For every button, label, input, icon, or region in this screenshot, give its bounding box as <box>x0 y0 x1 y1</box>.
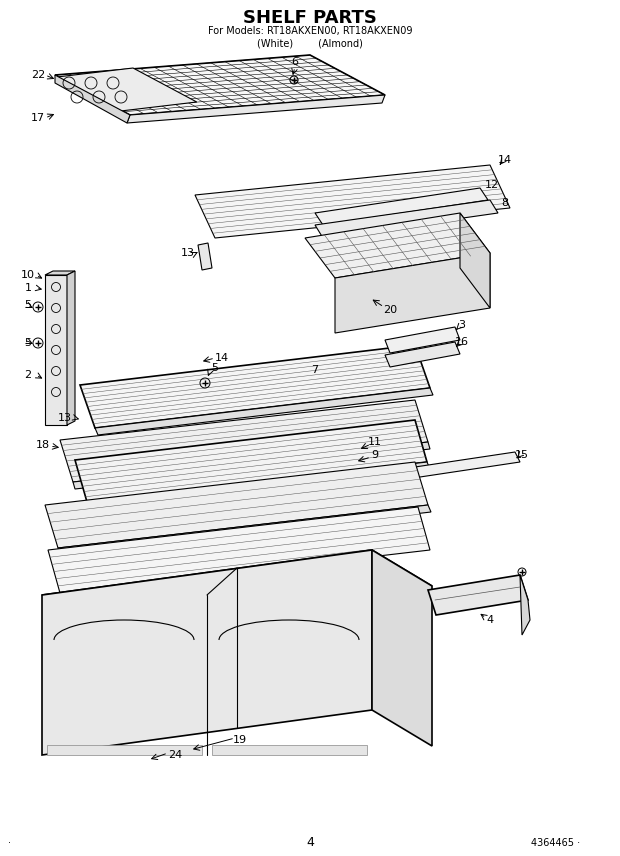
Polygon shape <box>195 165 510 238</box>
Text: 4: 4 <box>306 836 314 849</box>
Text: 4364465 ·: 4364465 · <box>531 838 580 848</box>
Polygon shape <box>58 505 431 555</box>
Text: 6: 6 <box>291 57 298 67</box>
Polygon shape <box>428 575 528 615</box>
Polygon shape <box>45 275 67 425</box>
Polygon shape <box>47 745 202 755</box>
Polygon shape <box>57 68 197 111</box>
Polygon shape <box>45 271 75 275</box>
Text: 12: 12 <box>485 180 499 190</box>
Polygon shape <box>198 243 212 270</box>
Text: (White)        (Almond): (White) (Almond) <box>257 38 363 48</box>
Text: For Models: RT18AKXEN00, RT18AKXEN09: For Models: RT18AKXEN00, RT18AKXEN09 <box>208 26 412 36</box>
Text: 16: 16 <box>455 337 469 347</box>
Polygon shape <box>520 575 530 635</box>
Text: SHELF PARTS: SHELF PARTS <box>243 9 377 27</box>
Text: 19: 19 <box>233 735 247 745</box>
Text: 14: 14 <box>215 353 229 363</box>
Polygon shape <box>315 200 498 238</box>
Text: 8: 8 <box>502 198 508 208</box>
Polygon shape <box>73 442 430 489</box>
Polygon shape <box>42 550 372 755</box>
Polygon shape <box>372 550 432 746</box>
Text: 1: 1 <box>25 283 32 293</box>
Polygon shape <box>67 271 75 425</box>
Text: 11: 11 <box>368 437 382 447</box>
Polygon shape <box>212 745 367 755</box>
Text: 17: 17 <box>31 113 45 123</box>
Polygon shape <box>55 55 385 115</box>
Polygon shape <box>305 213 490 278</box>
Polygon shape <box>385 342 460 367</box>
Text: 24: 24 <box>168 750 182 760</box>
Polygon shape <box>395 452 520 480</box>
Polygon shape <box>87 462 430 509</box>
Polygon shape <box>55 75 130 123</box>
Polygon shape <box>315 188 488 225</box>
Polygon shape <box>385 327 460 353</box>
Text: 7: 7 <box>311 365 319 375</box>
Polygon shape <box>460 213 490 308</box>
Text: 14: 14 <box>498 155 512 165</box>
Text: 9: 9 <box>371 450 379 460</box>
Text: 20: 20 <box>383 305 397 315</box>
Polygon shape <box>48 507 430 593</box>
Text: 4: 4 <box>487 615 494 625</box>
Text: 5: 5 <box>25 338 32 348</box>
Text: ·: · <box>8 838 11 848</box>
Text: 2: 2 <box>24 370 32 380</box>
Text: 5: 5 <box>25 300 32 310</box>
Polygon shape <box>80 345 430 428</box>
Polygon shape <box>42 550 432 631</box>
Text: 10: 10 <box>21 270 35 280</box>
Text: 3: 3 <box>459 320 466 330</box>
Polygon shape <box>60 400 428 482</box>
Polygon shape <box>95 388 433 435</box>
Polygon shape <box>75 420 427 502</box>
Text: 13: 13 <box>181 248 195 258</box>
Text: 5: 5 <box>211 363 218 373</box>
Polygon shape <box>335 253 490 333</box>
Polygon shape <box>45 462 428 548</box>
Text: 22: 22 <box>31 70 45 80</box>
Text: 13: 13 <box>58 413 72 423</box>
Polygon shape <box>127 95 385 123</box>
Text: 18: 18 <box>36 440 50 450</box>
Text: 15: 15 <box>515 450 529 460</box>
